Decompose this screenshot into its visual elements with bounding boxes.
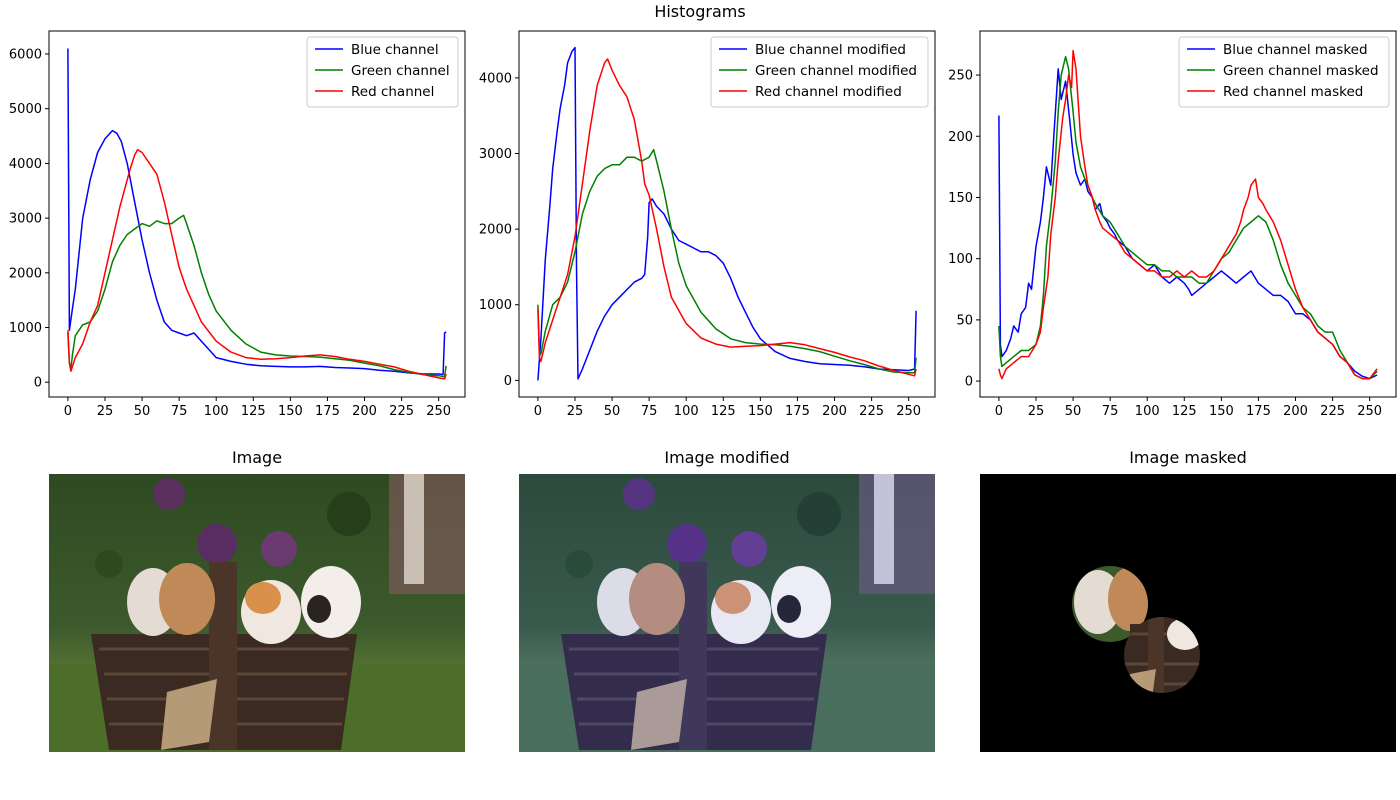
x-tick-label: 125 (711, 404, 736, 419)
series-line-green-channel (67, 214, 447, 378)
y-tick-label: 150 (948, 191, 973, 206)
x-tick-label: 200 (352, 404, 377, 419)
x-tick-label: 200 (822, 404, 847, 419)
x-tick-label: 175 (315, 404, 340, 419)
x-tick-label: 25 (97, 404, 114, 419)
x-tick-label: 125 (1172, 404, 1197, 419)
x-tick-label: 100 (674, 404, 699, 419)
x-tick-label: 75 (641, 404, 658, 419)
x-tick-label: 50 (134, 404, 151, 419)
y-tick-label: 0 (34, 376, 42, 391)
legend-label: Green channel (351, 63, 450, 79)
y-tick-label: 2000 (479, 223, 512, 238)
image-title-modified: Image modified (664, 448, 790, 467)
x-tick-label: 100 (204, 404, 229, 419)
axes-frame (979, 30, 1397, 398)
x-tick-label: 0 (534, 404, 542, 419)
y-tick-label: 3000 (9, 212, 42, 227)
legend-label: Green channel masked (1223, 63, 1379, 79)
legend-label: Red channel (351, 84, 434, 100)
legend-box (710, 36, 929, 108)
y-tick-label: 0 (504, 374, 512, 389)
y-tick-label: 3000 (479, 147, 512, 162)
y-tick-label: 0 (965, 375, 973, 390)
y-tick-label: 4000 (9, 157, 42, 172)
series-line-red-channel-masked (998, 49, 1378, 380)
kittens-photo-modified (519, 474, 935, 752)
x-tick-label: 250 (896, 404, 921, 419)
x-tick-label: 25 (567, 404, 584, 419)
y-tick-label: 4000 (479, 71, 512, 86)
x-tick-label: 225 (859, 404, 884, 419)
x-tick-label: 50 (604, 404, 621, 419)
x-tick-label: 150 (1209, 404, 1234, 419)
kittens-photo-original (49, 474, 465, 752)
legend-label: Blue channel modified (755, 42, 906, 58)
x-tick-label: 225 (1320, 404, 1345, 419)
legend-label: Red channel modified (755, 84, 902, 100)
axes-frame (518, 30, 936, 398)
series-line-blue-channel-modified (537, 46, 917, 381)
legend-label: Blue channel (351, 42, 439, 58)
legend-label: Green channel modified (755, 63, 917, 79)
series-group (67, 48, 447, 380)
histogram-panel-original: 0 25 50 75 100 125 150 175 200 225 250 0 1000 2000 300… (9, 30, 466, 419)
legend-label: Blue channel masked (1223, 42, 1368, 58)
y-tick-label: 6000 (9, 47, 42, 62)
x-tick-label: 125 (241, 404, 266, 419)
y-tick-label: 100 (948, 252, 973, 267)
x-tick-label: 150 (278, 404, 303, 419)
y-tick-label: 1000 (9, 321, 42, 336)
x-tick-label: 100 (1135, 404, 1160, 419)
series-line-blue-channel-masked (998, 68, 1378, 380)
legend-box (1178, 36, 1390, 108)
y-tick-label: 2000 (9, 266, 42, 281)
series-group (998, 49, 1378, 380)
x-tick-label: 225 (389, 404, 414, 419)
image-title-masked: Image masked (1129, 448, 1247, 467)
legend-box (306, 36, 459, 108)
x-tick-label: 0 (64, 404, 72, 419)
legend-label: Red channel masked (1223, 84, 1363, 100)
y-tick-label: 1000 (479, 298, 512, 313)
x-tick-label: 25 (1028, 404, 1045, 419)
histogram-panel-masked: 0 25 50 75 100 125 150 175 200 225 250 0 50 100 150 200… (948, 30, 1397, 419)
x-tick-label: 200 (1283, 404, 1308, 419)
y-tick-label: 250 (948, 69, 973, 84)
x-tick-label: 175 (785, 404, 810, 419)
image-title-original: Image (231, 448, 283, 467)
kittens-photo-masked (980, 474, 1396, 752)
series-line-red-channel-modified (537, 58, 917, 377)
x-tick-label: 75 (171, 404, 188, 419)
x-tick-label: 50 (1065, 404, 1082, 419)
axes-frame (48, 30, 466, 398)
x-tick-label: 75 (1102, 404, 1119, 419)
x-tick-label: 150 (748, 404, 773, 419)
y-tick-label: 200 (948, 130, 973, 145)
figure-suptitle: Histograms (654, 2, 746, 21)
series-group (537, 46, 917, 381)
x-tick-label: 250 (1357, 404, 1382, 419)
x-tick-label: 250 (426, 404, 451, 419)
series-line-blue-channel (67, 48, 447, 376)
x-tick-label: 175 (1246, 404, 1271, 419)
series-line-red-channel (67, 148, 447, 380)
y-tick-label: 5000 (9, 102, 42, 117)
y-tick-label: 50 (956, 313, 973, 328)
x-tick-label: 0 (995, 404, 1003, 419)
histogram-panel-modified: 0 25 50 75 100 125 150 175 200 225 250 0 1000 2000 300… (479, 30, 936, 419)
series-line-green-channel-modified (537, 148, 917, 374)
